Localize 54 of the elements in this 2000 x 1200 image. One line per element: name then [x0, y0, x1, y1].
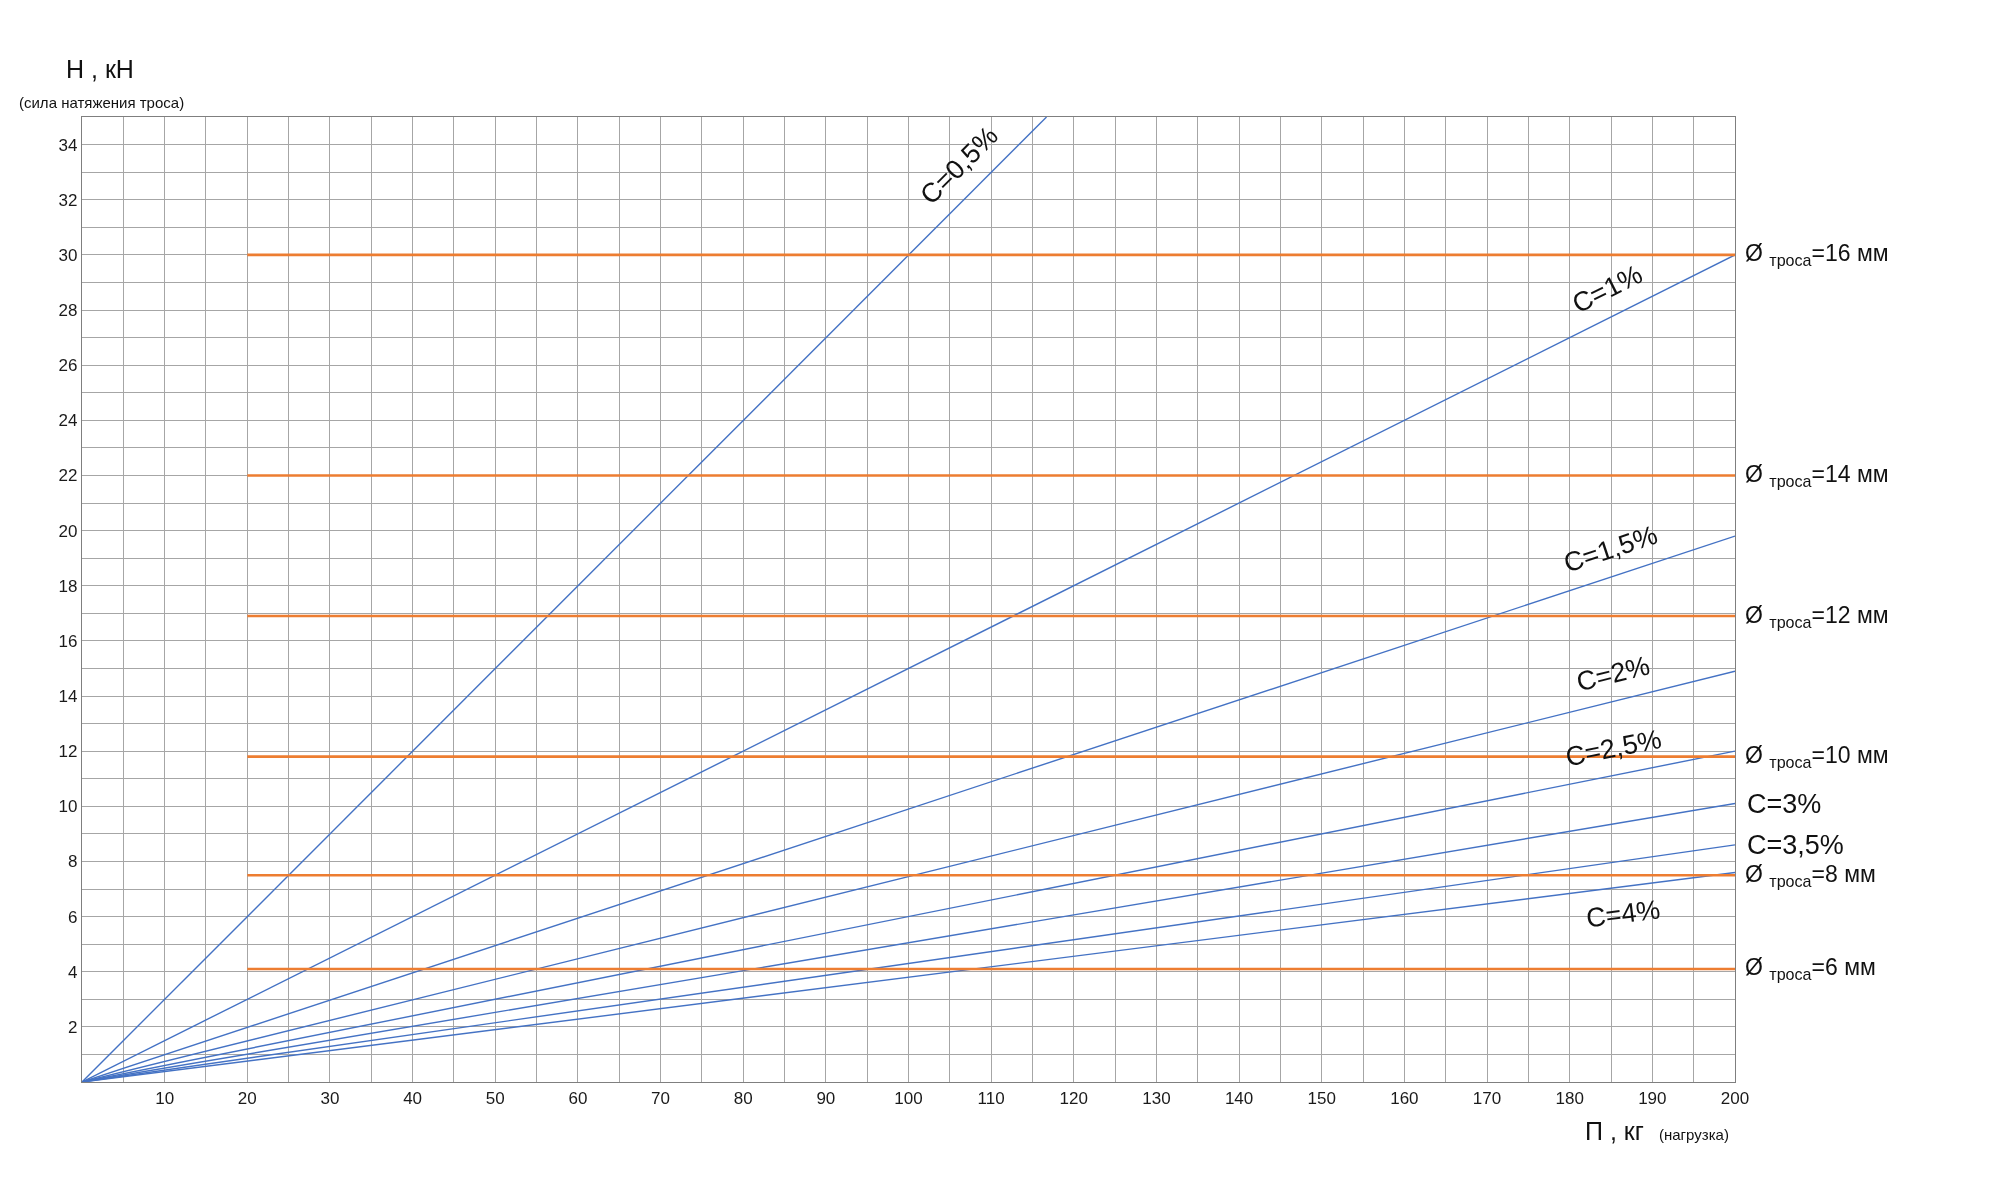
text: C=2% [1573, 650, 1653, 698]
series-label: Ø $_{троса}$=8 мм [1745, 861, 1876, 890]
y-tick-label: 22 [58, 466, 78, 486]
y-tick-label: 32 [58, 190, 78, 210]
text: C=4% [1584, 894, 1662, 934]
text: (нагрузка) [1659, 1126, 1729, 1143]
x-tick-label: 190 [1638, 1088, 1667, 1108]
series-label: Ø $_{троса}$=6 мм [1745, 954, 1876, 983]
x-tick-label: 60 [568, 1088, 588, 1108]
x-tick-label: 40 [403, 1088, 423, 1108]
x-tick-label: 140 [1224, 1088, 1254, 1108]
y-tick-label: 12 [58, 742, 78, 762]
y-tick-label: 4 [68, 962, 78, 982]
y-tick-label: 14 [58, 686, 78, 706]
x-tick-label: 10 [155, 1088, 175, 1108]
y-tick-label: 30 [58, 245, 78, 265]
x-tick-label: 90 [816, 1088, 836, 1108]
x-tick-label: 100 [894, 1088, 923, 1108]
y-tick-label: 26 [58, 356, 78, 376]
y-tick-label: 24 [58, 411, 78, 431]
x-tick-label: 30 [320, 1088, 340, 1108]
x-tick-label: 50 [485, 1088, 505, 1108]
x-axis-title: П , кг [1585, 1117, 1644, 1145]
y-axis-title: Н , кН [66, 55, 134, 83]
text: C=1,5% [1559, 519, 1662, 579]
x-tick-label: 150 [1307, 1088, 1336, 1108]
series-label: Ø $_{троса}$=16 мм [1745, 240, 1889, 269]
x-tick-label: 70 [651, 1088, 671, 1108]
x-tick-label: 110 [977, 1088, 1005, 1108]
y-tick-label: 2 [68, 1017, 78, 1037]
x-tick-label: 80 [733, 1088, 753, 1108]
x-tick-label: 170 [1472, 1088, 1502, 1108]
y-tick-label: 28 [58, 300, 78, 320]
y-tick-label: 10 [58, 797, 78, 817]
series-label: Ø $_{троса}$=12 мм [1745, 602, 1889, 631]
x-tick-label: 160 [1390, 1088, 1419, 1108]
text: C=1% [1567, 258, 1648, 320]
text: (сила натяжения троса) [19, 94, 185, 111]
series-label: C=3,5% [1747, 830, 1844, 860]
y-tick-label: 6 [68, 907, 78, 927]
text: C=2,5% [1563, 723, 1664, 773]
x-tick-label: 120 [1059, 1088, 1088, 1108]
y-tick-label: 8 [68, 852, 78, 872]
x-tick-label: 180 [1555, 1088, 1584, 1108]
series-label: C=3% [1747, 789, 1822, 819]
y-tick-label: 34 [58, 135, 78, 155]
x-tick-label: 20 [237, 1088, 257, 1108]
series-label: Ø $_{троса}$=14 мм [1745, 461, 1889, 490]
series-label: Ø $_{троса}$=10 мм [1745, 742, 1889, 771]
y-tick-label: 18 [58, 576, 78, 596]
y-tick-label: 20 [58, 521, 78, 541]
y-tick-label: 16 [58, 631, 78, 651]
x-tick-label: 130 [1142, 1088, 1171, 1108]
x-tick-label: 200 [1720, 1088, 1750, 1108]
